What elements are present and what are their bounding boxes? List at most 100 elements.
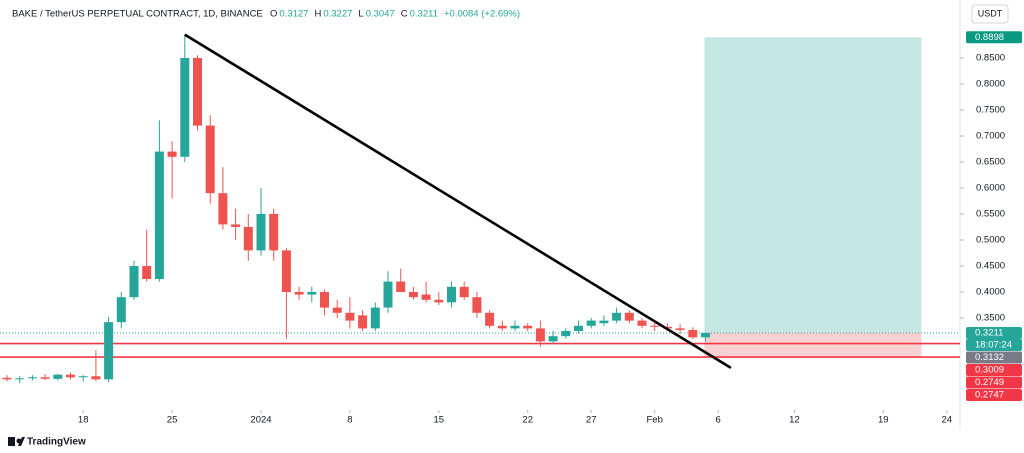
y-tick-label: 0.6000 <box>976 183 1005 194</box>
countdown-tag: 18:07:24 <box>975 340 1012 351</box>
candle-body <box>675 328 685 330</box>
level-tag: 0.3132 <box>975 352 1004 363</box>
candle-body <box>447 286 456 303</box>
candle-body <box>294 291 304 295</box>
candle-body <box>662 326 672 329</box>
x-tick-label: 2024 <box>250 415 271 426</box>
candle-body <box>2 377 12 380</box>
y-tick-label: 0.8500 <box>976 52 1005 63</box>
chart-title: BAKE / TetherUS PERPETUAL CONTRACT, 1D, … <box>12 9 263 20</box>
x-tick-label: Feb <box>647 415 663 426</box>
candle-body <box>523 325 533 329</box>
brand: TradingView <box>27 437 86 448</box>
candle-body <box>637 320 647 326</box>
candle-body <box>612 312 622 321</box>
level-tag-bg <box>966 389 1022 402</box>
candle-body <box>421 294 431 300</box>
candle-body <box>561 330 571 337</box>
x-tick-label: 22 <box>522 415 533 426</box>
y-tick-label: 0.7500 <box>976 105 1005 116</box>
candle-body <box>332 307 342 313</box>
x-tick-label: 19 <box>878 415 889 426</box>
x-tick-label: 27 <box>586 415 597 426</box>
brand-logo <box>8 437 25 446</box>
level-tag: 0.3009 <box>975 365 1004 376</box>
trend-line <box>184 33 732 370</box>
y-tick-label: 0.5500 <box>976 209 1005 220</box>
countdown-tag-bg <box>966 339 1022 352</box>
candle-body <box>78 376 88 378</box>
candle-body <box>510 325 520 329</box>
candle-body <box>574 325 583 331</box>
candle-body <box>358 315 368 329</box>
candle-body <box>548 336 558 342</box>
candle-body <box>66 374 75 378</box>
candle-body <box>307 291 317 295</box>
candle-body <box>180 57 190 157</box>
level-tag-bg <box>966 376 1022 389</box>
profit-zone <box>704 37 922 333</box>
candle-body <box>154 151 164 279</box>
candle-body <box>142 265 152 279</box>
level-tag: 0.2749 <box>975 377 1004 388</box>
candle-body <box>27 377 37 379</box>
x-tick-label: 6 <box>716 415 721 426</box>
candle-body <box>218 193 228 225</box>
candle-body <box>281 250 291 292</box>
currency[interactable]: USDT <box>978 8 1003 18</box>
candle-body <box>472 297 482 313</box>
candle-body <box>459 286 469 298</box>
x-tick-label: 24 <box>942 415 953 426</box>
candle-body <box>231 224 241 227</box>
candle-body <box>586 320 596 326</box>
candle-body <box>345 312 355 321</box>
ohlc-key: C <box>401 9 408 20</box>
ohlc-legend: O 0.3127 H 0.3227 L 0.3047 C 0.3211 +0.0084 (+2.… <box>270 9 520 20</box>
candle-body <box>535 328 545 342</box>
candle-body <box>396 281 406 292</box>
ohlc-value: 0.3211 <box>410 9 438 20</box>
loss-zone <box>704 332 922 358</box>
candle-body <box>624 312 634 321</box>
x-tick-label: 25 <box>167 415 178 426</box>
level-tag-bg <box>966 351 1022 364</box>
ohlc-value: 0.3047 <box>366 9 395 20</box>
candle-body <box>256 213 266 251</box>
candle-body <box>650 325 660 327</box>
candle-body <box>497 325 507 329</box>
candle-body <box>91 376 101 380</box>
candle-body <box>15 378 25 380</box>
candle-body <box>205 125 215 194</box>
y-tick-label: 0.3500 <box>976 313 1005 324</box>
currency-button[interactable] <box>971 4 1009 24</box>
candle-body <box>129 265 139 298</box>
y-tick-label: 0.4000 <box>976 287 1005 298</box>
y-tick-label: 0.4500 <box>976 261 1005 272</box>
x-tick-label: 15 <box>434 415 445 426</box>
candle-body <box>40 377 50 379</box>
ohlc-value: 0.3127 <box>279 9 308 20</box>
candle-body <box>269 213 279 251</box>
y-tick-label: 0.5000 <box>976 235 1005 246</box>
level-tag-bg <box>966 364 1022 377</box>
x-tick-label: 18 <box>78 415 89 426</box>
candle-body <box>701 333 710 338</box>
candle-body <box>116 297 126 323</box>
candle-body <box>370 307 380 329</box>
ohlc-key: H <box>314 9 321 20</box>
ohlc-key: O <box>270 9 277 20</box>
candle-body <box>434 299 444 303</box>
change: +0.0084 (+2.69%) <box>444 9 520 20</box>
candle-body <box>243 226 253 251</box>
ohlc-value: 0.3227 <box>323 9 352 20</box>
candle-body <box>167 151 177 157</box>
y-tick-label: 0.7000 <box>976 131 1005 142</box>
candle-body <box>53 374 63 379</box>
price-tag: 0.3211 <box>975 328 1003 339</box>
target-tag: 0.8898 <box>975 32 1004 43</box>
y-tick-label: 0.6500 <box>976 157 1005 168</box>
x-tick-label: 8 <box>347 415 352 426</box>
candle-body <box>599 320 609 324</box>
candle-body <box>193 57 202 126</box>
